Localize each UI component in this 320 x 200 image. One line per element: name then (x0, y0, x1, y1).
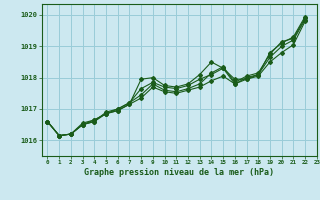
X-axis label: Graphe pression niveau de la mer (hPa): Graphe pression niveau de la mer (hPa) (84, 168, 274, 177)
